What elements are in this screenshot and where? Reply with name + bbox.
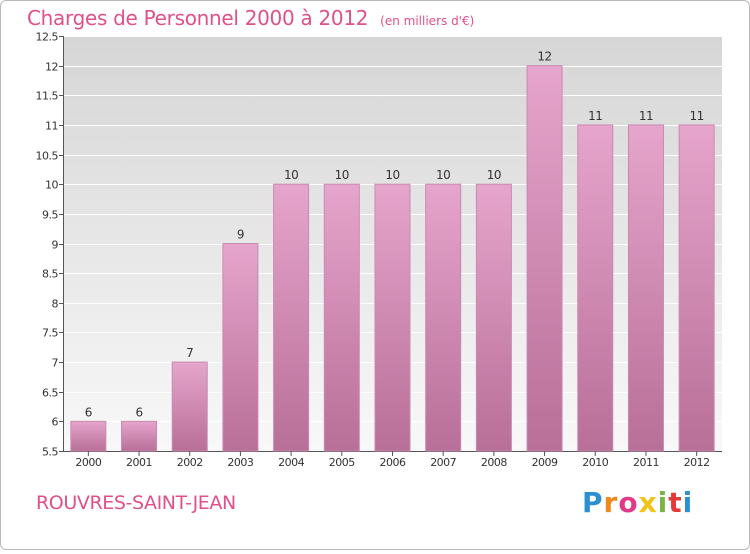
- bar-value-label: 9: [237, 228, 244, 242]
- bar: [222, 243, 259, 452]
- logo-letter: P: [582, 486, 604, 519]
- bar-value-label: 10: [487, 168, 501, 182]
- x-tick-label: 2001: [126, 456, 152, 469]
- x-tick-label: 2010: [582, 456, 608, 469]
- x-tick-label: 2004: [278, 456, 304, 469]
- bar-value-label: 6: [135, 405, 142, 419]
- y-tick-label: 5.5: [42, 446, 58, 459]
- bar: [374, 183, 411, 452]
- bar: [70, 420, 107, 452]
- y-tick-label: 7: [52, 357, 59, 370]
- bar: [475, 183, 512, 452]
- bar-value-label: 7: [186, 346, 193, 360]
- bar-value-label: 12: [537, 50, 551, 64]
- chart-title-row: Charges de Personnel 2000 à 2012 (en mill…: [27, 6, 474, 30]
- bar-value-label: 11: [690, 109, 704, 123]
- x-tick-label: 2006: [380, 456, 406, 469]
- logo-letter: o: [618, 486, 639, 519]
- bar-value-label: 11: [639, 109, 653, 123]
- y-tick-label: 7.5: [42, 327, 58, 340]
- y-tick-label: 12: [45, 61, 58, 74]
- proxiti-logo: Proxiti: [582, 486, 693, 519]
- x-tick-label: 2011: [633, 456, 659, 469]
- bar: [577, 124, 614, 452]
- chart-subtitle: (en milliers d'€): [380, 14, 475, 28]
- bar: [273, 183, 310, 452]
- x-tick-label: 2008: [481, 456, 507, 469]
- bar: [425, 183, 462, 452]
- y-tick-label: 10.5: [36, 150, 59, 163]
- bar: [323, 183, 360, 452]
- bar-value-label: 10: [284, 168, 298, 182]
- bar: [526, 65, 563, 452]
- bar: [627, 124, 664, 452]
- y-tick-label: 6: [52, 416, 59, 429]
- bar-value-label: 10: [436, 168, 450, 182]
- logo-letter: i: [682, 486, 694, 519]
- bar: [171, 361, 208, 452]
- y-tick-label: 11: [45, 120, 58, 133]
- y-tick-label: 8.5: [42, 268, 58, 281]
- x-tick-label: 2005: [329, 456, 355, 469]
- x-tick-label: 2002: [177, 456, 203, 469]
- commune-name: ROUVRES-SAINT-JEAN: [36, 492, 236, 514]
- y-tick-label: 10: [45, 179, 58, 192]
- bar: [121, 420, 158, 452]
- logo-letter: x: [638, 486, 658, 519]
- logo-letter: t: [668, 486, 683, 519]
- bar-value-label: 10: [385, 168, 399, 182]
- y-tick-label: 6.5: [42, 387, 58, 400]
- y-tick-label: 8: [52, 298, 59, 311]
- y-tick-label: 11.5: [36, 90, 59, 103]
- x-tick-label: 2009: [532, 456, 558, 469]
- x-tick-label: 2012: [684, 456, 710, 469]
- bar-value-label: 6: [85, 405, 92, 419]
- bar-value-label: 10: [335, 168, 349, 182]
- chart-title: Charges de Personnel 2000 à 2012: [27, 6, 369, 30]
- logo-letter: r: [603, 486, 619, 519]
- y-tick-label: 9: [52, 239, 59, 252]
- x-tick-label: 2003: [227, 456, 253, 469]
- bar: [678, 124, 715, 452]
- logo-letter: i: [657, 486, 669, 519]
- y-tick-label: 12.5: [36, 31, 59, 44]
- y-tick-label: 9.5: [42, 209, 58, 222]
- bar-value-label: 11: [588, 109, 602, 123]
- x-tick-label: 2007: [430, 456, 456, 469]
- x-tick-label: 2000: [75, 456, 101, 469]
